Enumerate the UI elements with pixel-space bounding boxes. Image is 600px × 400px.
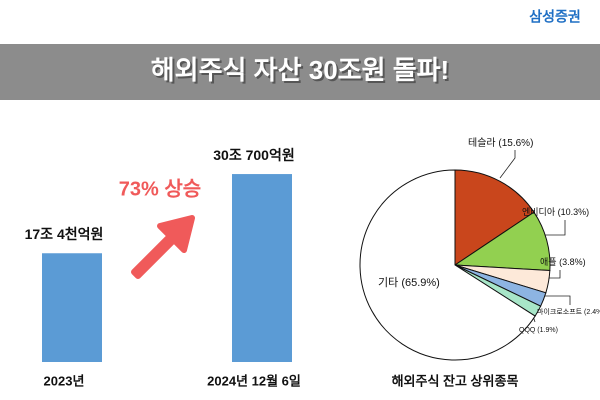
pie-title: 해외주식 잔고 상위종목 <box>392 373 519 388</box>
slice-label: QQQ (1.9%) <box>519 327 558 334</box>
value-label: 30조 700억원 <box>213 147 294 163</box>
slice-value: (3.8%) <box>559 257 586 267</box>
pie-slice <box>359 169 536 361</box>
slice-name: QQQ <box>519 327 536 334</box>
slice-name: 마이크로소프트 <box>537 307 583 316</box>
slice-label: 마이크로소프트 (2.4%) <box>537 307 600 316</box>
slice-label: 애플 (3.8%) <box>540 257 586 267</box>
banner <box>0 44 600 100</box>
x-tick-label: 2024년 12월 6일 <box>207 373 301 388</box>
slice-label: 엔비디아 (10.3%) <box>522 207 589 217</box>
slice-value: (10.3%) <box>558 207 590 217</box>
slice-name: 기타 <box>378 276 398 289</box>
arrow <box>131 215 195 279</box>
slice-value: (2.4%) <box>584 309 600 316</box>
banner-title: 해외주식 자산 30조원 돌파! <box>151 55 449 85</box>
brand: 삼성증권 <box>529 9 581 25</box>
leader-line <box>537 220 566 236</box>
slice-name: 애플 <box>540 257 557 267</box>
banner-title-shadow: 해외주식 자산 30조원 돌파! <box>153 57 451 87</box>
annotation: 73% 상승 <box>119 177 201 200</box>
slice-label: 기타 (65.9%) <box>378 276 440 289</box>
leader-line <box>537 295 571 305</box>
slice-value: (65.9%) <box>401 277 440 289</box>
leader-line <box>499 150 516 179</box>
slice-name: 엔비디아 <box>522 207 556 217</box>
slice-value: (1.9%) <box>537 327 558 334</box>
bar <box>232 174 292 362</box>
slice-name: 테슬라 <box>468 137 496 149</box>
x-tick-label: 2023년 <box>44 373 85 388</box>
bar <box>42 253 102 362</box>
pie-slice <box>454 169 535 266</box>
slice-value: (15.6%) <box>498 138 533 149</box>
leader-line <box>545 270 561 279</box>
slice-label: 테슬라 (15.6%) <box>468 137 533 149</box>
value-label: 17조 4천억원 <box>25 226 104 242</box>
